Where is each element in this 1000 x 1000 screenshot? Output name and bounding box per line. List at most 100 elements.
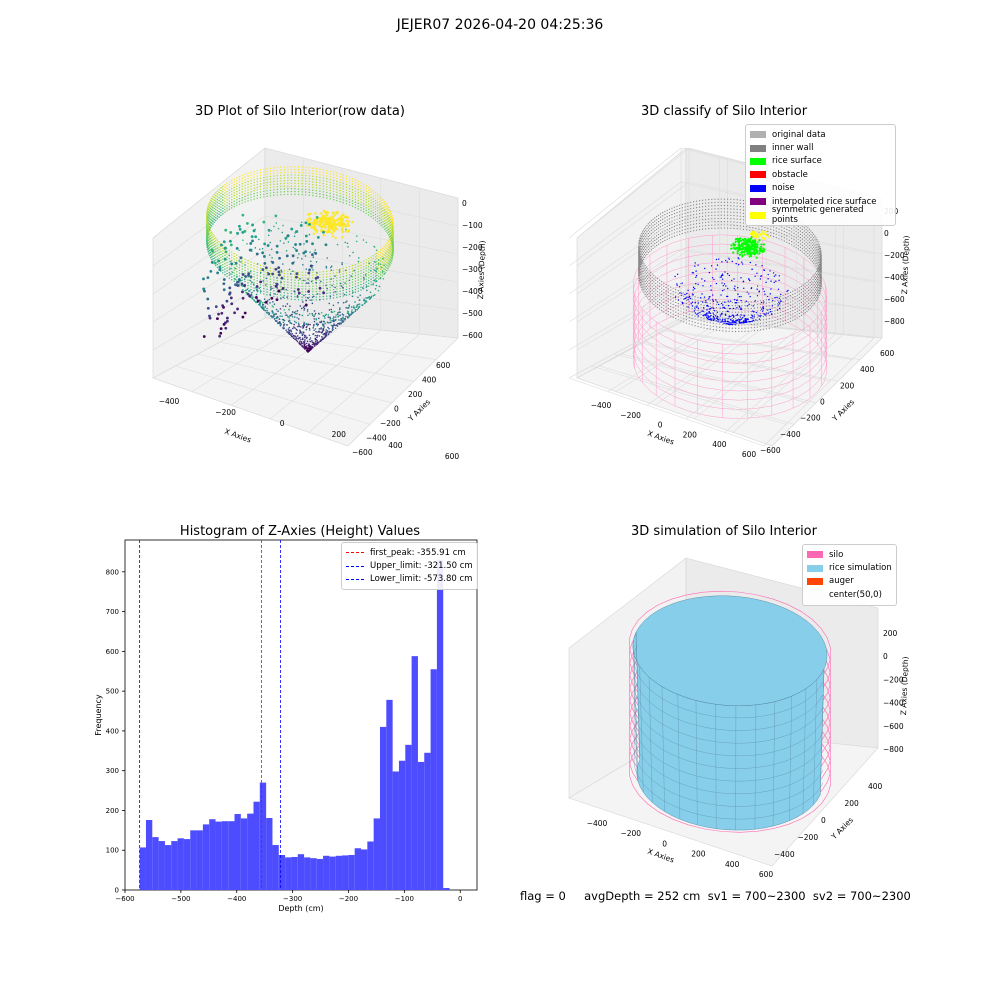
- wall-point: [816, 282, 819, 284]
- wall-point: [639, 281, 642, 284]
- wall-point: [655, 276, 657, 278]
- data-point: [383, 248, 385, 251]
- wall-point: [705, 205, 707, 207]
- wall-point: [654, 246, 656, 248]
- wall-point: [817, 277, 819, 279]
- data-point: [383, 209, 386, 211]
- data-point: [294, 296, 296, 298]
- data-point: [346, 222, 349, 226]
- data-point: [387, 243, 389, 245]
- wall-point: [819, 254, 822, 256]
- wall-point: [661, 281, 663, 283]
- data-point: [338, 308, 341, 311]
- wall-point: [647, 245, 649, 247]
- data-point: [368, 200, 370, 202]
- data-point: [339, 178, 341, 181]
- data-point: [268, 313, 270, 316]
- data-point: [369, 269, 372, 272]
- wall-point: [690, 211, 692, 213]
- data-point: [292, 246, 295, 249]
- data-point: [321, 214, 324, 217]
- data-point: [212, 201, 214, 203]
- data-point: [329, 181, 331, 184]
- wall-point: [641, 244, 644, 246]
- data-point: [370, 213, 372, 215]
- wall-point: [640, 247, 642, 249]
- data-point: [312, 324, 315, 327]
- wall-point: [819, 260, 822, 262]
- data-point: [269, 192, 272, 194]
- wall-point: [736, 208, 738, 211]
- data-point: [376, 218, 379, 220]
- histogram-title: Histogram of Z-Axies (Height) Values: [179, 524, 421, 539]
- data-point: [220, 311, 224, 315]
- data-point: [320, 230, 323, 233]
- wall-point: [734, 314, 737, 317]
- data-point: [250, 286, 252, 288]
- wall-point: [762, 303, 765, 305]
- data-point: [283, 166, 286, 168]
- data-point: [288, 332, 290, 334]
- wall-point: [756, 320, 759, 322]
- data-point: [316, 275, 320, 279]
- wall-point: [676, 205, 678, 207]
- wall-point: [666, 212, 668, 215]
- data-point: [357, 265, 359, 268]
- data-point: [337, 313, 339, 315]
- data-point: [348, 271, 351, 273]
- wall-point: [817, 269, 819, 271]
- data-point: [336, 285, 338, 288]
- data-point: [290, 177, 293, 179]
- data-point: [330, 269, 333, 271]
- data-point: [386, 264, 388, 266]
- data-point: [272, 312, 274, 314]
- data-point: [378, 222, 381, 225]
- wall-point: [717, 208, 719, 210]
- wall-point: [667, 307, 669, 309]
- data-point: [339, 195, 341, 197]
- data-point: [342, 273, 345, 275]
- wall-point: [663, 282, 665, 284]
- data-point: [381, 247, 384, 249]
- data-point: [263, 298, 266, 300]
- data-point: [360, 198, 362, 201]
- data-point: [336, 197, 338, 199]
- wall-point: [691, 308, 693, 310]
- data-point: [241, 185, 243, 188]
- wall-point: [815, 246, 817, 249]
- data-point: [314, 249, 317, 251]
- wall-point: [638, 265, 641, 267]
- wall-point: [782, 297, 784, 300]
- data-point: [332, 304, 335, 307]
- data-point: [213, 221, 215, 224]
- data-point: [313, 315, 315, 318]
- wall-point: [687, 221, 689, 223]
- data-point: [304, 288, 307, 290]
- data-point: [381, 255, 384, 258]
- wall-point: [645, 273, 647, 275]
- wall-point: [658, 279, 661, 281]
- wall-point: [768, 314, 770, 316]
- data-point: [273, 189, 275, 191]
- wall-point: [641, 272, 643, 274]
- data-point: [381, 261, 384, 263]
- data-point: [307, 348, 310, 351]
- wall-point: [742, 206, 745, 208]
- data-point: [312, 183, 314, 186]
- data-point: [357, 199, 359, 202]
- wall-point: [803, 246, 805, 248]
- wall-point: [657, 217, 660, 220]
- data-point: [342, 174, 345, 176]
- data-point: [342, 295, 345, 297]
- wall-point: [739, 225, 741, 227]
- data-point: [316, 293, 319, 295]
- data-point: [238, 175, 241, 178]
- data-point: [307, 271, 311, 275]
- wall-point: [808, 302, 810, 304]
- wall-point: [638, 258, 641, 261]
- data-point: [280, 169, 282, 171]
- data-point: [256, 266, 258, 268]
- data-point: [276, 166, 279, 169]
- data-point: [351, 292, 354, 294]
- data-point: [275, 250, 279, 254]
